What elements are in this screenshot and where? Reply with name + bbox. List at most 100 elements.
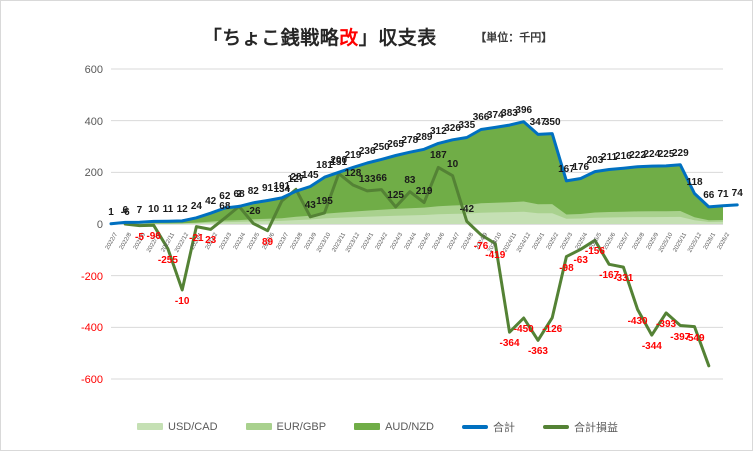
- data-label: 1: [108, 206, 114, 218]
- data-label: 236: [358, 146, 376, 158]
- chart-header: 「ちょこ銭戦略改」収支表 【単位：千円】: [1, 23, 753, 50]
- data-label: 265: [387, 138, 404, 150]
- legend-item[interactable]: 合計損益: [542, 418, 618, 436]
- data-label: 176: [572, 161, 590, 173]
- legend-swatch-icon: [354, 423, 381, 431]
- legend-label: EUR/GBP: [276, 420, 327, 433]
- line-series-total-pl: [123, 165, 711, 368]
- data-label: -156: [584, 246, 605, 258]
- data-label: 335: [458, 120, 476, 132]
- title-pre: 「ちょこ銭戦略: [202, 28, 340, 49]
- data-label: -21: [189, 232, 204, 244]
- data-label: 219: [415, 185, 433, 197]
- data-label: 326: [444, 122, 461, 134]
- data-label: 127: [287, 174, 305, 186]
- legend-label: 合計: [492, 421, 515, 434]
- data-label: 366: [472, 112, 490, 124]
- data-label: 42: [205, 196, 217, 208]
- data-label: 68: [219, 201, 231, 213]
- data-label: -98: [559, 262, 574, 274]
- y-tick-label: -600: [80, 374, 103, 386]
- data-label: 23: [205, 235, 217, 247]
- data-label: -167: [599, 270, 620, 282]
- y-tick-label: 600: [84, 64, 103, 76]
- data-label: 10: [148, 204, 160, 216]
- data-label: 216: [615, 151, 632, 163]
- data-label: 83: [404, 174, 416, 186]
- data-label: 229: [671, 147, 689, 159]
- data-label: 250: [373, 142, 390, 154]
- area-series-usd-cad: [111, 211, 723, 224]
- legend-label: USD/CAD: [168, 420, 218, 433]
- data-label: 10: [447, 158, 459, 170]
- data-label: -331: [613, 273, 634, 285]
- data-label: -10: [174, 295, 190, 307]
- data-label: 133: [358, 173, 376, 185]
- data-label: -42: [459, 204, 475, 216]
- data-label: 2: [236, 189, 242, 201]
- data-label: 43: [304, 199, 316, 211]
- data-label: 203: [586, 154, 604, 166]
- line-series-layer: [109, 120, 739, 368]
- y-axis: 600 400 200 0 -200 -400 -600: [1, 65, 753, 386]
- data-label: -26: [246, 206, 261, 218]
- data-label: -6: [120, 207, 130, 218]
- line-series-total: [109, 120, 739, 226]
- data-label: 211: [601, 152, 618, 164]
- data-label: -364: [499, 338, 520, 350]
- legend-item[interactable]: 合計: [461, 418, 515, 436]
- data-label: 12: [176, 203, 188, 215]
- data-label: 396: [515, 104, 533, 116]
- data-label: 118: [686, 176, 703, 188]
- data-label: -397: [670, 331, 691, 343]
- data-label: 68: [233, 189, 245, 201]
- data-label: -450: [513, 324, 534, 336]
- legend-item[interactable]: AUD/NZD: [354, 418, 434, 436]
- data-label: 222: [629, 149, 646, 161]
- legend: USD/CAD EUR/GBP AUD/NZD 合計 合計損益: [1, 418, 753, 436]
- data-label: 71: [717, 188, 729, 200]
- title-post: 」収支表: [358, 28, 437, 49]
- data-label: 383: [501, 108, 518, 120]
- y-tick-label: -200: [80, 270, 103, 283]
- data-label: -549: [684, 332, 705, 344]
- data-label: 74: [731, 187, 743, 199]
- data-label: -126: [542, 323, 563, 335]
- data-label: -344: [641, 341, 662, 353]
- data-label: 167: [558, 163, 575, 175]
- area-series-eur-gbp: [111, 201, 723, 224]
- data-label: -363: [527, 346, 548, 358]
- data-label: -430: [627, 315, 648, 327]
- data-label: 128: [344, 167, 362, 179]
- legend-item[interactable]: EUR/GBP: [245, 418, 327, 436]
- data-label: 91: [261, 183, 274, 195]
- legend-swatch-icon: [461, 424, 488, 429]
- unit-note: 【単位：千円】: [475, 31, 553, 44]
- data-label: 89: [261, 236, 274, 248]
- data-label: 187: [430, 150, 447, 162]
- data-label: 195: [316, 195, 333, 207]
- legend-swatch-icon: [137, 423, 164, 431]
- data-label: -255: [157, 254, 178, 266]
- data-label: -76: [473, 240, 489, 252]
- legend-label: AUD/NZD: [385, 420, 434, 433]
- data-label: 101: [273, 180, 291, 192]
- data-label: 66: [375, 172, 387, 184]
- data-label: 66: [703, 189, 715, 201]
- data-label: -5: [135, 231, 144, 243]
- data-label: 225: [657, 148, 675, 160]
- data-label: 151: [330, 156, 348, 168]
- area-series-aud-nzd: [111, 121, 723, 224]
- plot-area: [109, 68, 739, 380]
- legend-label: 合計損益: [573, 421, 618, 434]
- data-label: 82: [247, 185, 259, 197]
- data-label: 350: [543, 116, 561, 128]
- legend-item[interactable]: USD/CAD: [137, 418, 218, 436]
- data-label: 24: [190, 200, 202, 212]
- data-label: 347: [529, 117, 547, 129]
- area-series-layer: [111, 121, 723, 224]
- data-label: 6: [122, 205, 128, 217]
- data-label: 7: [136, 205, 143, 217]
- data-label: 145: [301, 169, 319, 181]
